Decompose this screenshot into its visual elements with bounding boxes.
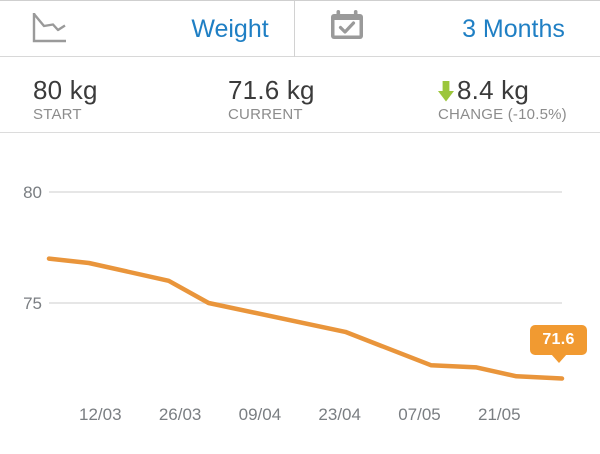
header-divider — [294, 1, 295, 57]
period-selector[interactable]: 3 Months — [295, 1, 600, 57]
x-tick-label: 12/03 — [79, 405, 122, 424]
x-tick-label: 09/04 — [239, 405, 282, 424]
calendar-check-icon — [331, 10, 363, 39]
stats-summary-bar: 80 kg START 71.6 kg CURRENT 8.4 kg CHANG… — [0, 57, 600, 133]
line-chart-icon — [32, 13, 66, 43]
start-weight-label: START — [33, 106, 82, 123]
weight-change-value: 8.4 kg — [457, 75, 530, 105]
arrow-down-icon — [438, 80, 454, 101]
current-value-tooltip[interactable]: 71.6 — [530, 325, 587, 364]
period-selector-label: 3 Months — [462, 15, 565, 43]
weight-change-label: CHANGE (-10.5%) — [438, 106, 567, 123]
current-value-tooltip-label: 71.6 — [542, 331, 575, 349]
y-tick-label: 75 — [23, 294, 42, 313]
weight-trend-line — [46, 256, 565, 381]
x-tick-label: 26/03 — [159, 405, 202, 424]
x-tick-label: 07/05 — [398, 405, 441, 424]
weight-chart-svg[interactable]: 80 75 12/03 26/03 09/04 23/04 07/05 21/05 — [0, 133, 600, 454]
start-weight-stat: 80 kg START — [33, 76, 98, 123]
header-bar: Weight 3 Months — [0, 0, 600, 57]
current-weight-label: CURRENT — [228, 106, 303, 123]
x-tick-label: 23/04 — [318, 405, 361, 424]
start-weight-value: 80 kg — [33, 75, 98, 105]
weight-tab-label: Weight — [191, 15, 269, 43]
chart-area: 80 75 12/03 26/03 09/04 23/04 07/05 21/05 71.6 — [0, 133, 600, 454]
weight-change-stat: 8.4 kg CHANGE (-10.5%) — [438, 76, 567, 123]
weight-change-row: 8.4 kg — [438, 76, 567, 104]
weight-tab[interactable]: Weight — [0, 1, 294, 57]
current-weight-stat: 71.6 kg CURRENT — [228, 76, 315, 123]
y-tick-label: 80 — [23, 183, 42, 202]
x-tick-label: 21/05 — [478, 405, 521, 424]
current-weight-value: 71.6 kg — [228, 75, 315, 105]
